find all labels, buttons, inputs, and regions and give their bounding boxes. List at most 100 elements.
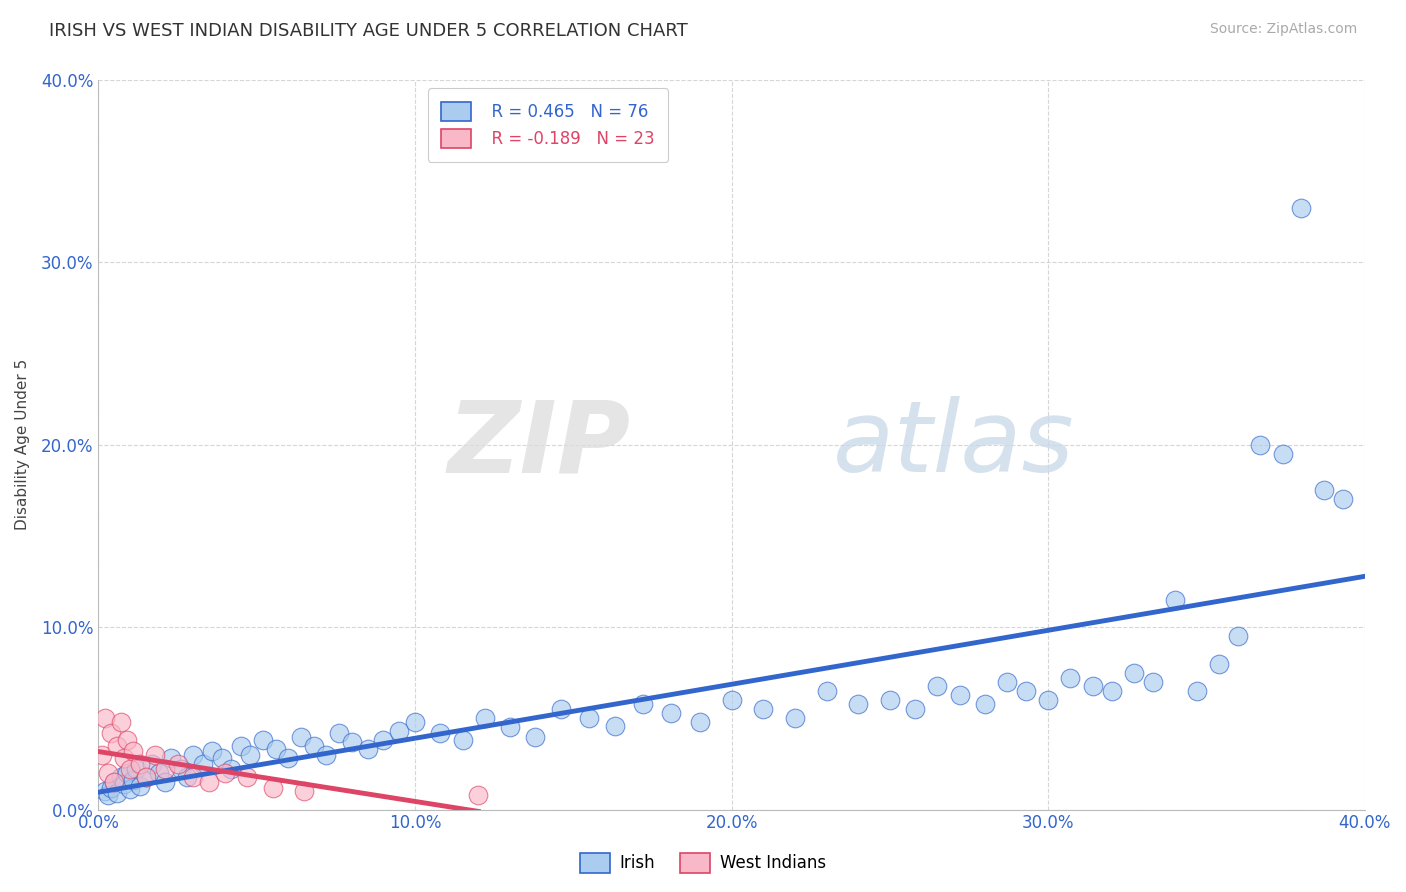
Irish [1164, 592, 1187, 607]
Irish [429, 726, 451, 740]
Irish [404, 714, 426, 729]
West Indians [94, 711, 117, 725]
West Indians [120, 763, 142, 777]
West Indians [166, 756, 188, 771]
West Indians [112, 751, 135, 765]
Irish [277, 751, 299, 765]
Irish [603, 718, 626, 732]
Legend: Irish, West Indians: Irish, West Indians [574, 847, 832, 880]
West Indians [198, 775, 221, 789]
Irish [815, 684, 838, 698]
Irish [752, 702, 775, 716]
Irish [846, 697, 869, 711]
Irish [125, 763, 148, 777]
West Indians [122, 744, 145, 758]
Irish [1122, 665, 1144, 680]
Irish [252, 733, 274, 747]
Irish [112, 777, 135, 791]
West Indians [214, 766, 236, 780]
Irish [1291, 201, 1313, 215]
Irish [1249, 438, 1271, 452]
Irish [356, 742, 378, 756]
Irish [783, 711, 806, 725]
Irish [148, 766, 170, 780]
Irish [388, 724, 411, 739]
West Indians [90, 747, 112, 762]
West Indians [183, 770, 205, 784]
Irish [135, 770, 157, 784]
Irish [927, 679, 949, 693]
Irish [631, 697, 654, 711]
Irish [239, 747, 262, 762]
Text: Source: ZipAtlas.com: Source: ZipAtlas.com [1209, 22, 1357, 37]
Irish [1142, 674, 1164, 689]
Irish [170, 763, 193, 777]
West Indians [107, 739, 129, 753]
Irish [120, 782, 142, 797]
Irish [451, 733, 474, 747]
Irish [160, 751, 183, 765]
Text: IRISH VS WEST INDIAN DISABILITY AGE UNDER 5 CORRELATION CHART: IRISH VS WEST INDIAN DISABILITY AGE UNDE… [49, 22, 688, 40]
Irish [315, 747, 337, 762]
Text: atlas: atlas [832, 396, 1074, 493]
Irish [115, 766, 138, 780]
Irish [229, 739, 252, 753]
Irish [499, 721, 522, 735]
Irish [948, 688, 970, 702]
Irish [128, 779, 150, 793]
Irish [94, 784, 117, 798]
Irish [110, 770, 132, 784]
Irish [1038, 693, 1060, 707]
Irish [474, 711, 496, 725]
Irish [141, 756, 163, 771]
Irish [689, 714, 711, 729]
Y-axis label: Disability Age Under 5: Disability Age Under 5 [15, 359, 30, 531]
Irish [302, 739, 325, 753]
Irish [97, 788, 120, 802]
West Indians [110, 714, 132, 729]
Irish [720, 693, 742, 707]
Irish [340, 735, 363, 749]
Irish [1331, 492, 1354, 507]
Irish [373, 733, 395, 747]
Irish [107, 786, 129, 800]
Irish [879, 693, 901, 707]
West Indians [292, 784, 315, 798]
Irish [103, 775, 125, 789]
Irish [153, 775, 176, 789]
Irish [1185, 684, 1208, 698]
Irish [1015, 684, 1038, 698]
West Indians [153, 763, 176, 777]
Irish [183, 747, 205, 762]
Irish [1227, 629, 1250, 643]
Irish [211, 751, 233, 765]
Irish [1271, 447, 1294, 461]
Irish [524, 730, 547, 744]
Irish [661, 706, 683, 720]
West Indians [262, 780, 284, 795]
Irish [1101, 684, 1123, 698]
Irish [100, 780, 122, 795]
Irish [1059, 671, 1081, 685]
West Indians [97, 766, 120, 780]
Irish [264, 742, 287, 756]
Irish [550, 702, 572, 716]
Irish [201, 744, 224, 758]
Irish [290, 730, 312, 744]
Text: ZIP: ZIP [447, 396, 630, 493]
Irish [122, 773, 145, 788]
West Indians [467, 788, 489, 802]
West Indians [236, 770, 259, 784]
West Indians [128, 756, 150, 771]
Irish [221, 763, 243, 777]
Irish [974, 697, 997, 711]
West Indians [135, 770, 157, 784]
Irish [578, 711, 600, 725]
Irish [176, 770, 198, 784]
Legend:   R = 0.465   N = 76,   R = -0.189   N = 23: R = 0.465 N = 76, R = -0.189 N = 23 [427, 88, 668, 161]
Irish [1081, 679, 1104, 693]
Irish [995, 674, 1018, 689]
West Indians [145, 747, 167, 762]
Irish [191, 756, 214, 771]
Irish [328, 726, 350, 740]
